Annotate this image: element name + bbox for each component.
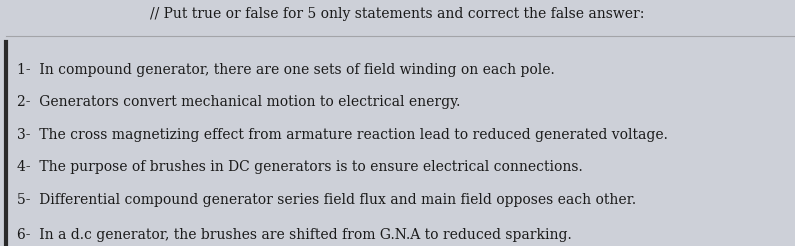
- Text: 2-  Generators convert mechanical motion to electrical energy.: 2- Generators convert mechanical motion …: [17, 95, 461, 109]
- Text: 5-  Differential compound generator series field flux and main field opposes eac: 5- Differential compound generator serie…: [17, 193, 637, 207]
- Text: 1-  In compound generator, there are one sets of field winding on each pole.: 1- In compound generator, there are one …: [17, 63, 555, 77]
- Text: 3-  The cross magnetizing effect from armature reaction lead to reduced generate: 3- The cross magnetizing effect from arm…: [17, 128, 669, 142]
- Text: 6-  In a d.c generator, the brushes are shifted from G.N.A to reduced sparking.: 6- In a d.c generator, the brushes are s…: [17, 228, 572, 242]
- Text: // Put true or false for 5 only statements and correct the false answer:: // Put true or false for 5 only statemen…: [150, 7, 645, 21]
- Text: 4-  The purpose of brushes in DC generators is to ensure electrical connections.: 4- The purpose of brushes in DC generato…: [17, 160, 584, 174]
